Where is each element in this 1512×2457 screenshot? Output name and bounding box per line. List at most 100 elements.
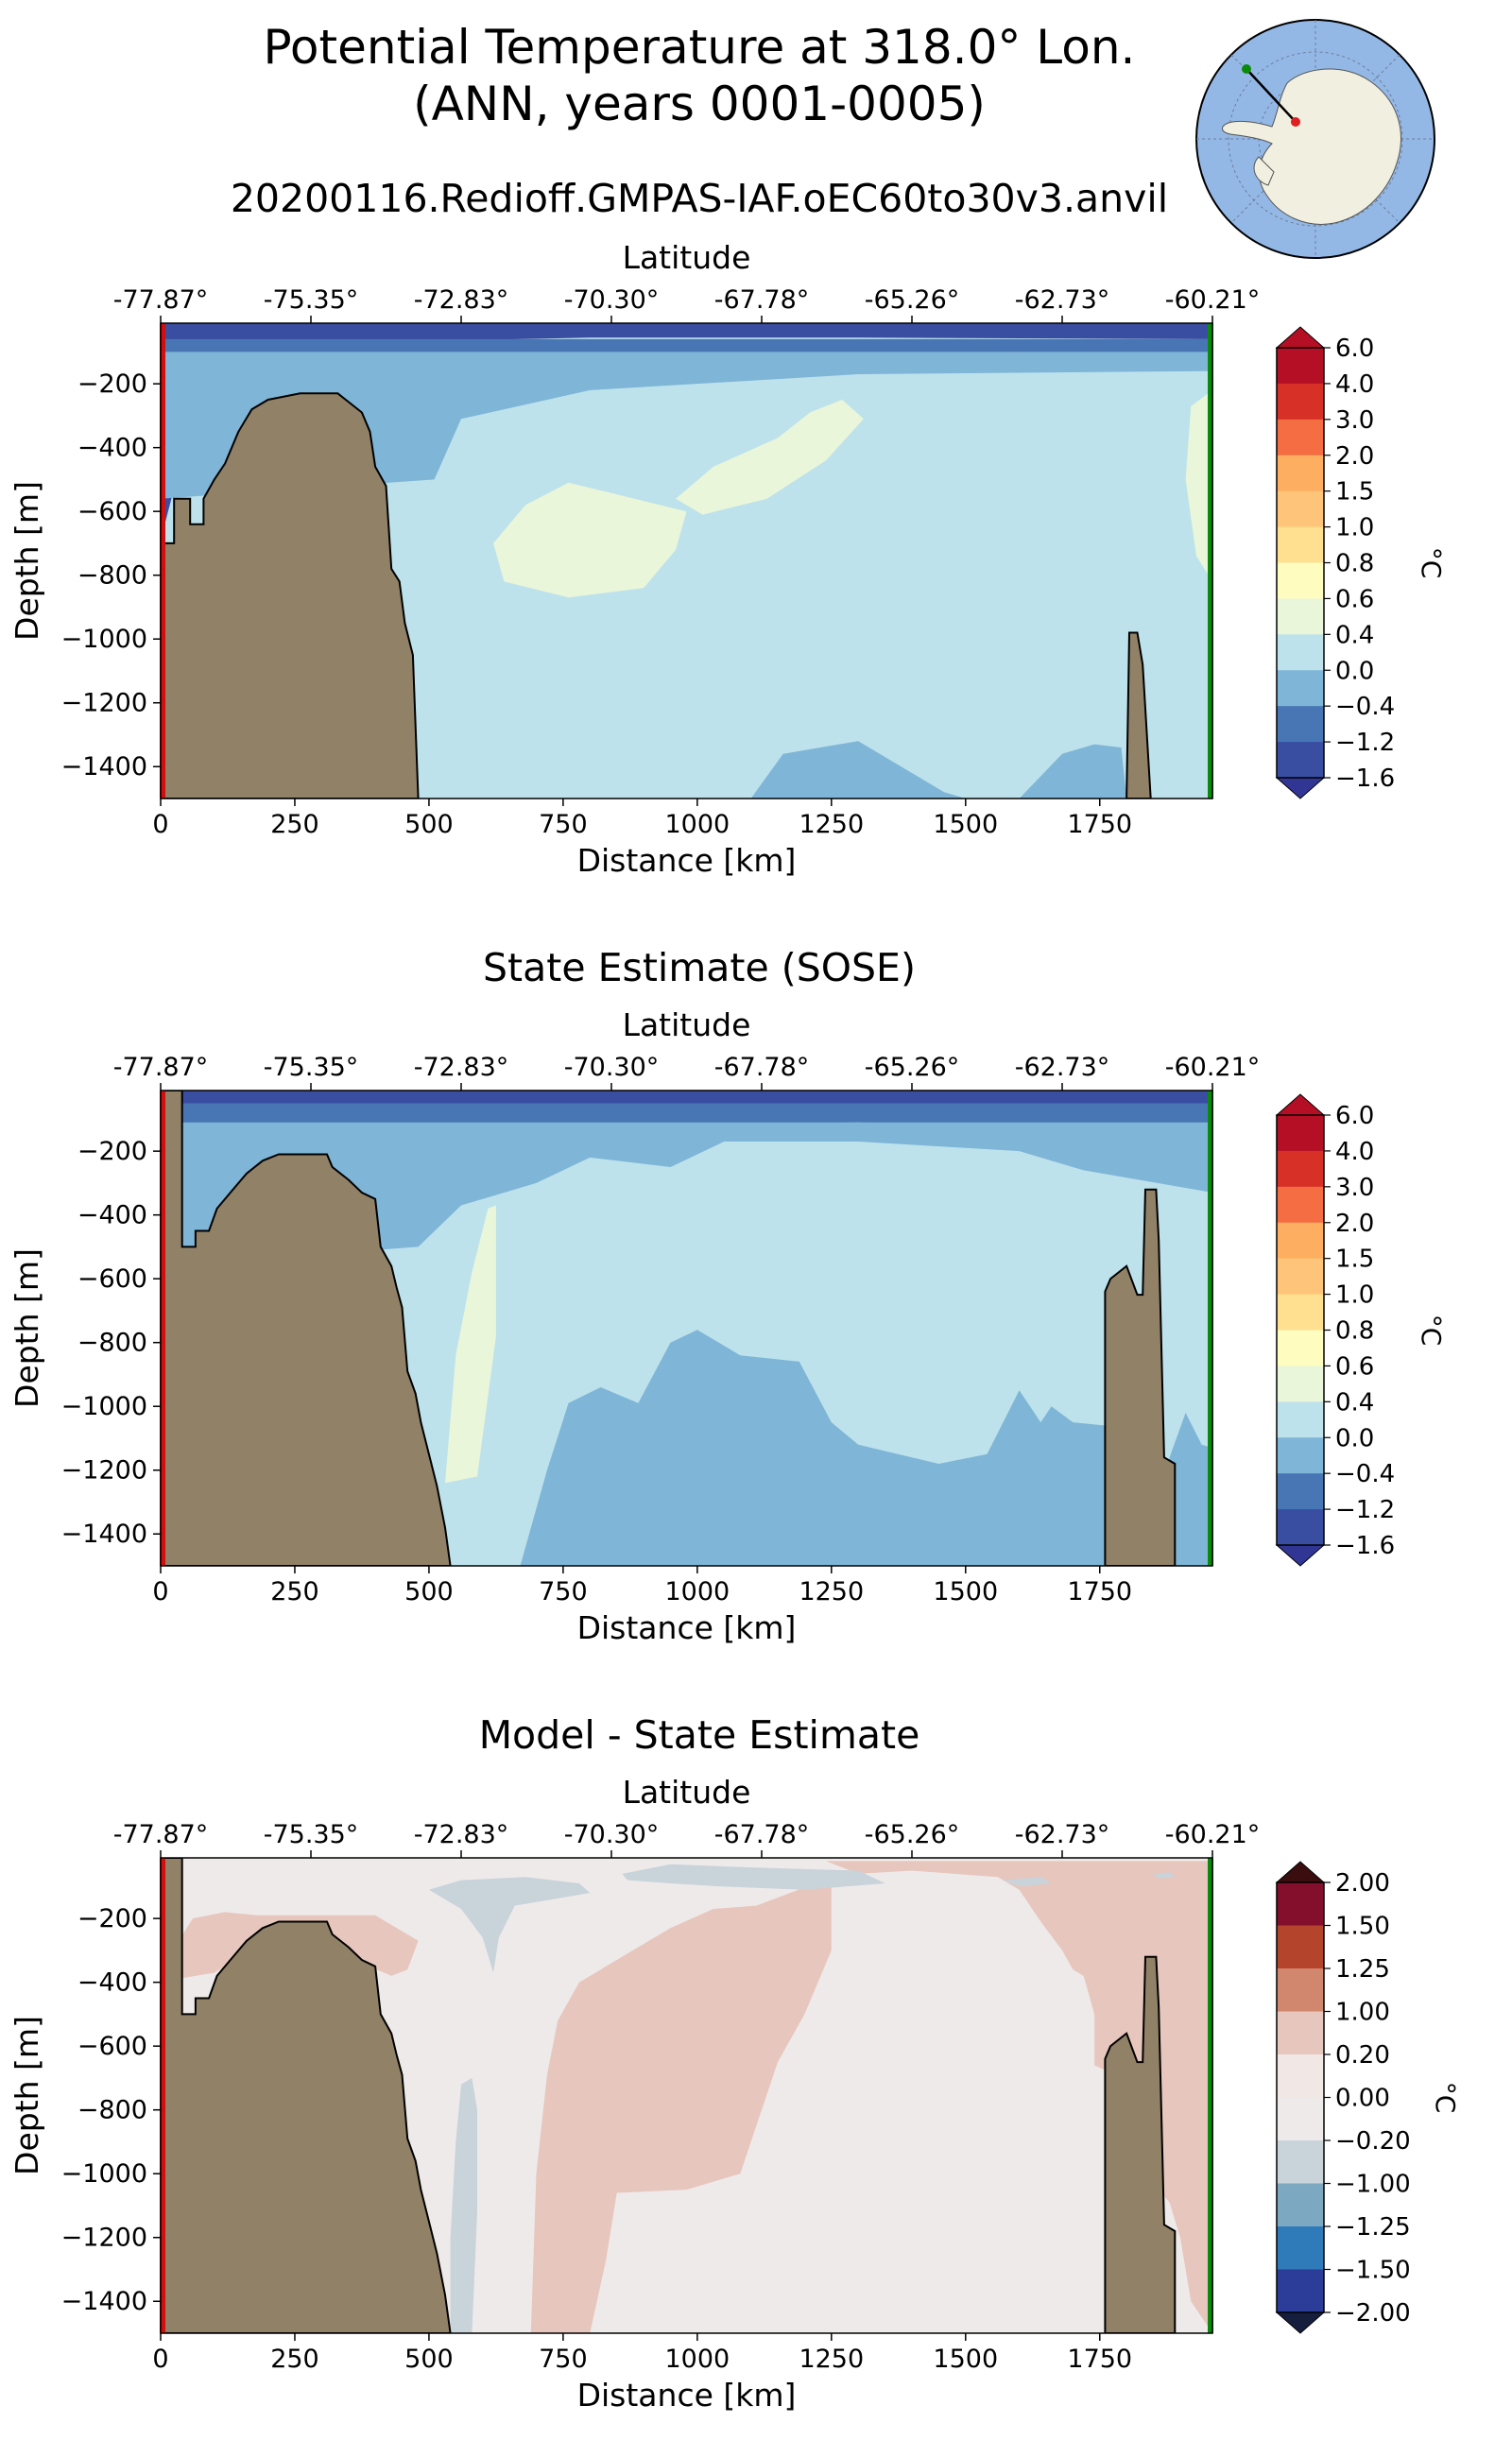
y-tick-label: −200 [77, 1137, 147, 1166]
colorbar-swatch-8 [1277, 2226, 1324, 2270]
colorbar-tick-label: −1.50 [1335, 2257, 1411, 2285]
x-tick-label: 1250 [799, 2345, 864, 2374]
top-axis-label: Latitude [623, 239, 751, 276]
lat-tick-label: -60.21° [1165, 1820, 1261, 1849]
colorbar-tick-label: −1.00 [1335, 2171, 1411, 2199]
lat-tick-label: -62.73° [1015, 1820, 1110, 1849]
colorbar-tick-label: −1.6 [1335, 765, 1395, 793]
plot-frame [160, 1090, 1213, 1567]
y-tick-label: −400 [77, 434, 147, 463]
transect-start-edge [160, 1858, 165, 2333]
y-tick-label: −1200 [61, 1456, 147, 1486]
title-line-1: Potential Temperature at 318.0° Lon. [263, 20, 1136, 75]
lat-tick-label: -67.78° [714, 285, 810, 315]
colorbar-tick-label: 0.20 [1335, 2041, 1390, 2070]
lat-tick-label: -72.83° [414, 1053, 509, 1082]
contour-level-6 [676, 400, 864, 515]
contour-level-7 [1185, 389, 1212, 582]
x-tick-label: 1000 [664, 2345, 730, 2374]
colorbar-swatch-5 [1277, 1294, 1324, 1331]
lat-tick-label: -77.87° [113, 1820, 209, 1849]
plot-area [161, 1091, 1212, 1566]
contour-level-2 [161, 1122, 1212, 1266]
colorbar-swatch-5 [1277, 2097, 1324, 2141]
contour-level-1 [530, 1880, 832, 2333]
contour-level-6 [1003, 1877, 1052, 1887]
ross-shelf [1253, 156, 1275, 186]
colorbar-over-triangle [1275, 1093, 1326, 1116]
panel-2-chart: 0 250 500 750 1000 1250 1500 1750 Distance [km] -… [9, 1006, 1447, 1646]
lat-tick-label: -75.35° [264, 1053, 359, 1082]
transect-end-edge [1208, 1091, 1213, 1566]
y-tick-label: −800 [77, 1329, 147, 1358]
colorbar-swatch-4 [1277, 2054, 1324, 2098]
colorbar-unit: °C [1416, 547, 1447, 579]
colorbar-tick-label: 0.8 [1335, 1317, 1374, 1346]
transect-start-edge [160, 1091, 165, 1566]
y-tick-label: −200 [77, 1904, 147, 1933]
colorbar-swatch-3 [1277, 1222, 1324, 1260]
lat-tick-label: -77.87° [113, 1053, 209, 1082]
antarctica-land [1222, 68, 1401, 225]
colorbar-tick-label: 2.0 [1335, 442, 1374, 471]
colorbar-tick-label: 2.0 [1335, 1210, 1374, 1238]
colorbar-under-triangle [1275, 1544, 1326, 1567]
y-tick-label: −400 [77, 1201, 147, 1230]
x-tick-label: 250 [270, 810, 319, 839]
lat-tick-label: -60.21° [1165, 1053, 1261, 1082]
x-tick-label: 1250 [799, 810, 864, 839]
colorbar-tick-label: 3.0 [1335, 1174, 1374, 1202]
bathymetry-ridge-0 [1104, 1955, 1177, 2333]
colorbar-tick-label: 0.00 [1335, 2085, 1390, 2113]
y-tick-label: −600 [77, 2032, 147, 2061]
lat-tick-label: -65.26° [865, 285, 960, 315]
x-tick-label: 1500 [933, 2345, 998, 2374]
y-tick-label: −400 [77, 1968, 147, 1998]
top-axis-label: Latitude [623, 1774, 751, 1811]
colorbar-swatch-0 [1277, 1882, 1324, 1926]
y-tick-label: −1400 [61, 752, 147, 782]
colorbar-tick-label: 1.0 [1335, 1281, 1374, 1310]
colorbar-swatch-3 [1277, 455, 1324, 492]
x-tick-label: 1750 [1067, 2345, 1132, 2374]
contour-level-4 [1169, 1413, 1212, 1566]
lat-tick-label: -70.30° [564, 1820, 660, 1849]
x-tick-label: 750 [539, 810, 588, 839]
x-tick-label: 500 [404, 810, 454, 839]
colorbar-tick-label: 0.4 [1335, 1388, 1374, 1417]
colorbar-tick-label: −0.4 [1335, 1460, 1395, 1488]
colorbar-tick-label: −1.6 [1335, 1532, 1395, 1560]
lat-tick-label: -65.26° [865, 1053, 960, 1082]
panel-1-chart: 0 250 500 750 1000 1250 1500 1750 Distance [km] -… [9, 239, 1447, 879]
colorbar-swatch-5 [1277, 526, 1324, 563]
colorbar-swatch-0 [1277, 1115, 1324, 1152]
bathymetry-shelf [161, 1858, 452, 2333]
bathymetry-shelf [161, 392, 420, 799]
colorbar-swatch-1 [1277, 1150, 1324, 1188]
antarctic-locator-map [1195, 19, 1435, 259]
y-tick-label: −1000 [61, 625, 147, 654]
contour-level-3 [750, 741, 966, 799]
colorbar-tick-label: −0.20 [1335, 2127, 1411, 2156]
x-tick-label: 1500 [933, 1577, 998, 1606]
top-axis-label: Latitude [623, 1006, 751, 1043]
plot-area [161, 1858, 1212, 2333]
x-axis-label: Distance [km] [577, 842, 797, 879]
lat-tick-label: -70.30° [564, 285, 660, 315]
colorbar-swatch-8 [1277, 1401, 1324, 1438]
colorbar-swatch-3 [1277, 2011, 1324, 2055]
colorbar-tick-label: 4.0 [1335, 1138, 1374, 1166]
transect-start-marker [1242, 64, 1251, 74]
figure-title: Potential Temperature at 318.0° Lon. (AN… [0, 19, 1399, 132]
colorbar-swatch-2 [1277, 1968, 1324, 2012]
bathymetry-shelf [161, 1091, 452, 1566]
transect-line [1246, 68, 1297, 123]
colorbar-tick-label: 6.0 [1335, 335, 1374, 363]
colorbar-unit: °C [1416, 1314, 1447, 1347]
contour-level-4 [1019, 744, 1127, 799]
plot-area [161, 323, 1212, 799]
transect-end-edge [1208, 323, 1213, 799]
colorbar-tick-label: 0.8 [1335, 550, 1374, 578]
lat-tick-label: -65.26° [865, 1820, 960, 1849]
lat-tick-label: -67.78° [714, 1053, 810, 1082]
